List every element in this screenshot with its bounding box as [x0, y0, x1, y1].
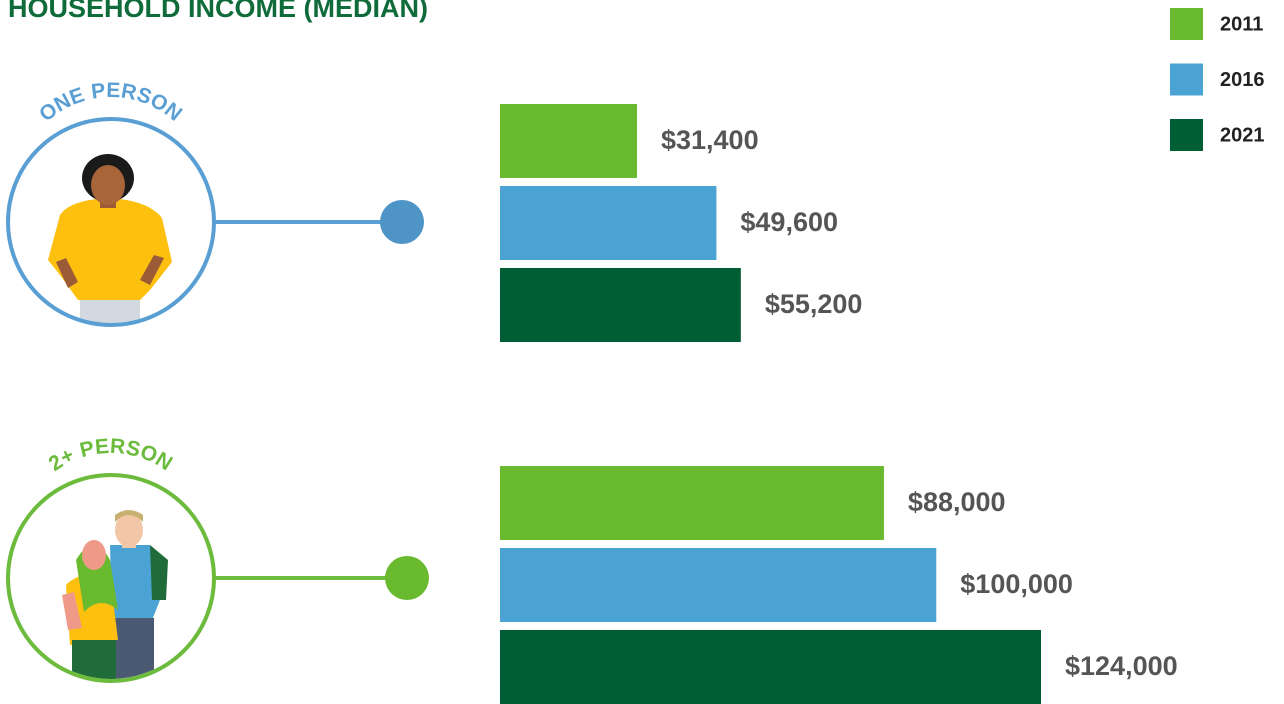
- value-label: $55,200: [765, 289, 863, 319]
- bar: [500, 268, 741, 342]
- bar: [500, 630, 1041, 704]
- value-label: $88,000: [908, 487, 1006, 517]
- value-label: $100,000: [960, 569, 1073, 599]
- bar: [500, 466, 884, 540]
- bar: [500, 104, 637, 178]
- chart-title: HOUSEHOLD INCOME (MEDIAN): [8, 0, 428, 23]
- category-label-path: 2+ PERSON: [45, 434, 177, 475]
- category-label: 2+ PERSON: [45, 434, 178, 475]
- bar: [500, 548, 937, 622]
- legend-label: 2021: [1220, 124, 1265, 146]
- legend-swatch: [1170, 8, 1203, 40]
- value-label: $124,000: [1065, 651, 1178, 681]
- legend-swatch: [1170, 63, 1203, 96]
- legend-swatch: [1170, 119, 1203, 151]
- connector-dot: [385, 556, 429, 600]
- legend-label: 2016: [1220, 69, 1265, 91]
- value-label: $49,600: [740, 207, 838, 237]
- value-label: $31,400: [661, 125, 759, 155]
- person-icon: [48, 154, 172, 323]
- couple-icon: [62, 510, 168, 679]
- connector-dot: [380, 200, 424, 244]
- bar: [500, 186, 717, 260]
- legend-label: 2011: [1220, 13, 1263, 35]
